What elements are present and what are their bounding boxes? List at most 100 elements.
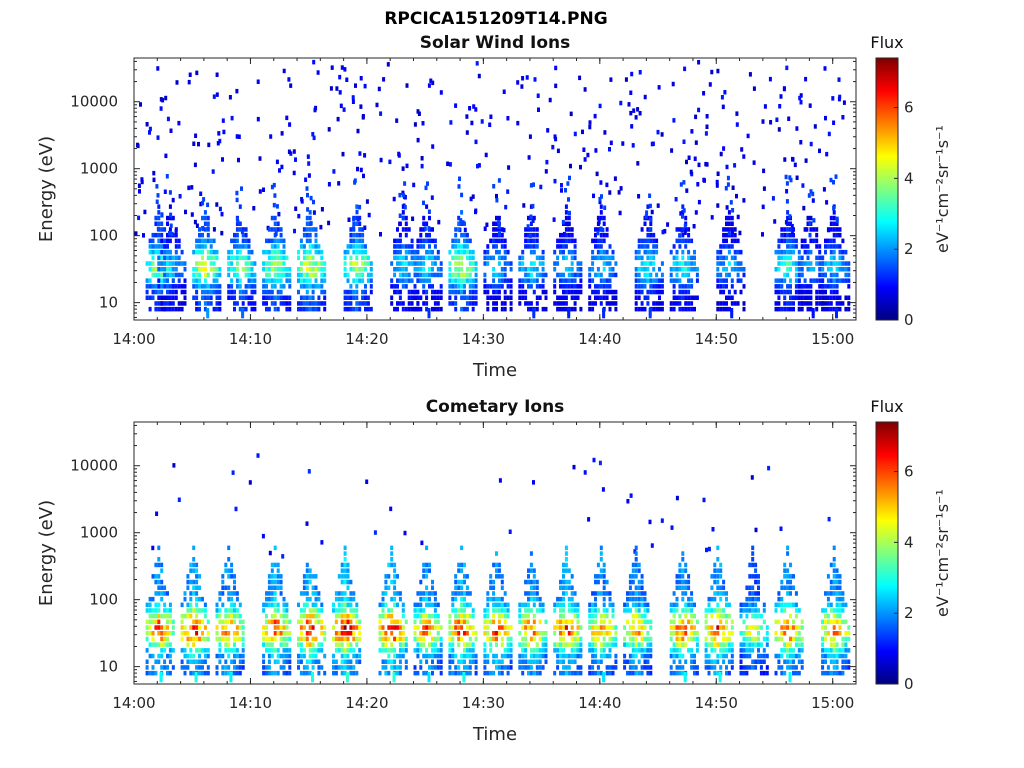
burst-cell (719, 642, 723, 647)
burst-cell (320, 278, 324, 283)
burst-cell (235, 670, 239, 676)
burst-cell (489, 295, 493, 300)
burst-cell (451, 238, 455, 244)
burst-cell (495, 232, 498, 238)
burst-cell (722, 579, 726, 585)
burst-cell (401, 648, 405, 653)
burst-cell (783, 272, 787, 278)
burst-cell (553, 284, 557, 289)
burst-cell (553, 301, 557, 306)
background-count (199, 201, 203, 207)
burst-cell (302, 272, 306, 278)
burst-cell (305, 574, 309, 579)
burst-cell (451, 631, 455, 636)
burst-cell (844, 278, 848, 283)
burst-cell (346, 585, 350, 590)
burst-cell (797, 301, 801, 306)
burst-cell (154, 579, 158, 585)
burst-cell (183, 613, 187, 619)
burst-cell (792, 619, 795, 625)
background-count (172, 463, 176, 468)
burst-cell (413, 289, 417, 295)
burst-cell (457, 659, 461, 664)
burst-cell (180, 636, 184, 642)
burst-cell (393, 625, 397, 630)
burst-cell (538, 631, 542, 636)
burst-cell (777, 591, 781, 596)
burst-cell (433, 272, 437, 278)
burst-cell (829, 289, 833, 295)
burst-cell (745, 625, 749, 630)
burst-cell (544, 648, 548, 653)
burst-cell (398, 591, 402, 596)
burst-cell (634, 608, 638, 613)
burst-cell (468, 284, 472, 289)
burst-cell (678, 636, 682, 642)
burst-cell (786, 301, 790, 306)
burst-cell (506, 642, 510, 647)
background-count (356, 128, 360, 134)
burst-cell (725, 602, 728, 608)
burst-cell (206, 619, 210, 625)
burst-cell (163, 238, 167, 244)
burst-cell (398, 272, 402, 278)
burst-cell (658, 289, 661, 295)
burst-cell (681, 665, 685, 670)
burst-cell (198, 272, 201, 278)
burst-cell (332, 602, 335, 608)
burst-cell (390, 557, 394, 562)
burst-cell (454, 619, 458, 625)
burst-cell (157, 631, 161, 636)
burst-cell (690, 659, 694, 664)
burst-cell (323, 631, 327, 636)
burst-cell (457, 227, 461, 232)
burst-cell (299, 244, 303, 249)
background-count (697, 107, 701, 113)
burst-cell (317, 244, 321, 249)
burst-cell (393, 585, 397, 590)
burst-spike (206, 226, 210, 231)
burst-cell (157, 238, 161, 244)
burst-cell (745, 631, 749, 636)
burst-cell (529, 608, 533, 613)
burst-cell (527, 232, 530, 238)
burst-cell (398, 625, 402, 630)
burst-cell (751, 613, 755, 619)
burst-cell (247, 261, 251, 266)
burst-cell (285, 278, 289, 283)
background-count (782, 86, 786, 91)
burst-cell (492, 267, 496, 272)
burst-cell (489, 585, 493, 590)
burst-cell (468, 636, 472, 642)
burst-cell (562, 642, 565, 647)
burst-cell (425, 232, 429, 238)
background-count (281, 554, 285, 559)
burst-cell (608, 665, 612, 670)
burst-cell (168, 670, 172, 676)
burst-cell (276, 244, 280, 249)
burst-cell (573, 608, 577, 613)
burst-cell (495, 602, 498, 608)
burst-cell (486, 261, 490, 266)
burst-cell (503, 306, 507, 312)
burst-cell (270, 278, 274, 283)
burst-cell (570, 295, 574, 300)
burst-cell (722, 636, 726, 642)
burst-cell (707, 625, 711, 630)
burst-cell (675, 278, 679, 283)
burst-cell (401, 244, 405, 249)
burst-cell (588, 670, 592, 676)
burst-cell (401, 204, 405, 209)
burst-cell (690, 267, 694, 272)
burst-cell (725, 227, 728, 232)
burst-cell (369, 284, 373, 289)
burst-cell (672, 289, 676, 295)
burst-cell (570, 625, 574, 630)
burst-cell (783, 642, 787, 647)
burst-cell (695, 295, 699, 300)
background-count (624, 77, 628, 82)
burst-cell (195, 568, 199, 573)
burst-cell (576, 602, 580, 608)
burst-cell (492, 596, 496, 602)
burst-cell (748, 591, 752, 596)
